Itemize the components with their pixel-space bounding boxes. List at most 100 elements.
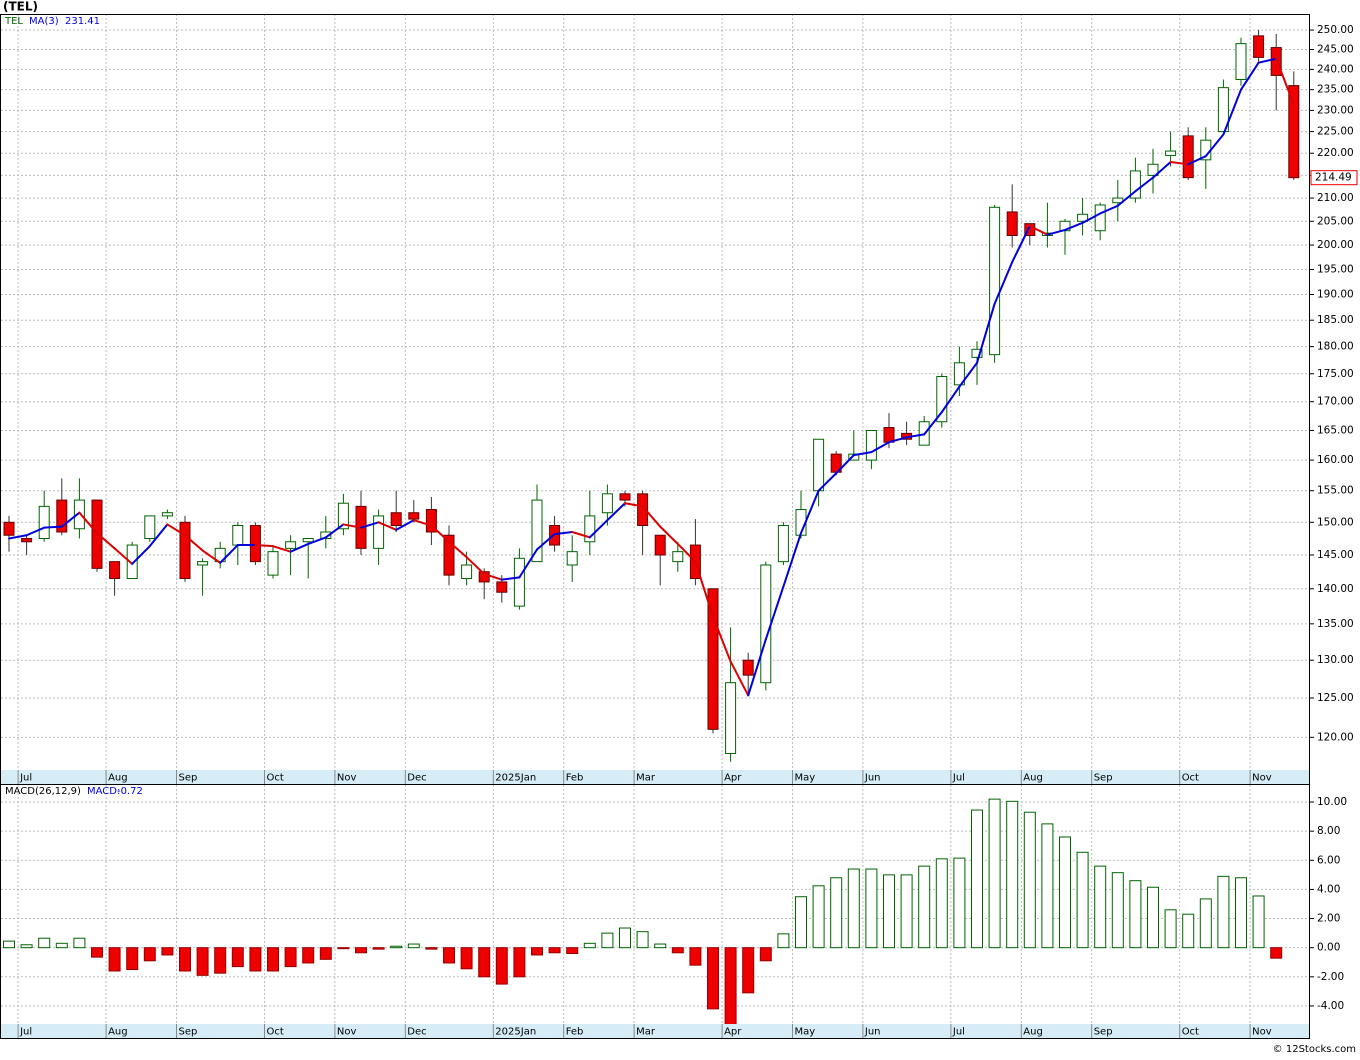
candle-body (249, 525, 261, 563)
y-tick-label: 4.00 (1317, 883, 1340, 895)
bar (830, 877, 843, 949)
x-tick-label: Aug (1023, 773, 1043, 784)
bar (1252, 895, 1265, 949)
bar (478, 947, 491, 978)
candle-body (73, 499, 85, 530)
bar (619, 927, 631, 949)
ma-line (1257, 57, 1278, 64)
y-tick-label: 200.00 (1317, 239, 1354, 251)
y-tick-label: 0.00 (1317, 942, 1340, 954)
candle-body (302, 537, 314, 543)
bar (73, 937, 86, 949)
ma-line (148, 523, 169, 548)
x-tick-label: Feb (566, 773, 584, 784)
x-tick-label: Sep (179, 1027, 198, 1038)
y-tick-label: 160.00 (1317, 454, 1354, 466)
candle-body (38, 505, 50, 539)
ma-line (131, 545, 151, 565)
candle-body (619, 493, 631, 501)
candle-body (513, 557, 525, 607)
x-tick-label: Feb (566, 1027, 584, 1038)
ma-line (430, 524, 450, 543)
candle-body (742, 659, 754, 676)
bar (1182, 913, 1195, 949)
ma-line (817, 472, 838, 492)
candle-body (285, 541, 297, 549)
macd-plot (1, 785, 1309, 1024)
bar (179, 947, 191, 972)
ma-line (43, 525, 63, 529)
candle-body (971, 348, 983, 358)
ma-line (1275, 57, 1295, 106)
y-tick-label: 2.00 (1317, 913, 1340, 925)
y-tick-label: 195.00 (1317, 263, 1354, 275)
ma-line (307, 536, 327, 545)
bar (1111, 872, 1124, 949)
ma-line (888, 436, 908, 444)
bar (425, 947, 438, 950)
bar (513, 947, 526, 978)
ma-line (272, 545, 292, 553)
x-tick-label: May (795, 773, 816, 784)
bar (671, 947, 684, 954)
bar (108, 947, 121, 972)
bar (460, 947, 473, 970)
x-tick-label: Jul (952, 773, 965, 784)
bar (865, 868, 878, 949)
legend-value: 231.41 (65, 16, 100, 27)
bar (337, 947, 350, 950)
candle-body (373, 515, 385, 549)
ma-line (641, 505, 662, 528)
ma-line (676, 542, 697, 563)
month-band (1, 1024, 1309, 1038)
x-tick-label: Sep (179, 773, 198, 784)
bar (443, 947, 455, 964)
candle-body (425, 509, 437, 533)
candle-body (953, 362, 965, 386)
x-tick-label: Sep (1094, 1027, 1113, 1038)
x-tick-label: Apr (724, 1027, 742, 1038)
ma-line (1064, 221, 1084, 231)
price-panel (0, 14, 1310, 785)
candle-body (760, 564, 772, 684)
candle-body (408, 512, 420, 520)
bar (214, 947, 227, 974)
ma-line (448, 540, 468, 559)
x-tick-label: Nov (1252, 1027, 1272, 1038)
y-tick-label: 125.00 (1317, 692, 1354, 704)
candle-body (531, 499, 543, 563)
candle-body (813, 438, 825, 492)
ma-line (1204, 133, 1225, 158)
ma-line (764, 585, 785, 641)
x-tick-label: Jul (19, 773, 32, 784)
candle-body (109, 561, 121, 580)
ma-line (377, 521, 398, 531)
x-tick-label: Oct (267, 773, 284, 784)
bar (812, 885, 825, 949)
x-tick-label: Mar (636, 773, 656, 784)
ma-line (852, 451, 873, 457)
ma-line (483, 572, 503, 581)
bar (495, 947, 508, 985)
bar (1059, 836, 1071, 949)
bar (55, 942, 68, 949)
ma-line (1187, 155, 1207, 166)
ma-line (1099, 204, 1119, 215)
candle-body (1077, 213, 1089, 222)
bar (601, 932, 614, 949)
bar (1023, 811, 1036, 949)
ma-line (201, 549, 222, 564)
ma-line (500, 576, 521, 581)
ma-line (8, 534, 28, 540)
x-tick-label: Sep (1094, 773, 1113, 784)
x-tick-label: Oct (267, 1027, 284, 1038)
ma-line (1116, 190, 1137, 207)
candle-body (126, 544, 138, 580)
ma-line (588, 519, 609, 539)
bar (355, 947, 367, 954)
bar (742, 947, 755, 994)
bar (583, 942, 596, 949)
candle-body (232, 525, 244, 546)
candle-body (654, 534, 666, 556)
bar (1199, 898, 1212, 949)
